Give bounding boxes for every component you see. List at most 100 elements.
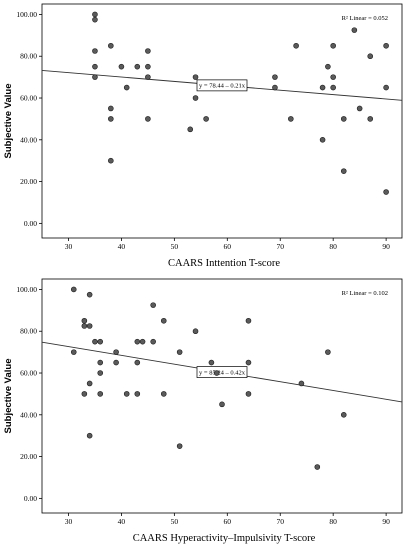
data-point xyxy=(145,48,151,54)
data-point xyxy=(108,116,114,122)
data-point xyxy=(298,380,305,387)
data-point xyxy=(134,338,141,345)
y-tick-label: 0.00 xyxy=(24,219,37,228)
data-point xyxy=(92,16,98,23)
data-point xyxy=(340,412,347,418)
y-tick-label: 40.00 xyxy=(20,410,37,419)
x-tick-label: 90 xyxy=(382,517,390,526)
data-point xyxy=(86,323,93,329)
data-point xyxy=(330,84,336,91)
data-point xyxy=(213,370,220,376)
data-point xyxy=(367,116,374,122)
data-point xyxy=(123,391,130,397)
data-point xyxy=(97,359,104,366)
data-point xyxy=(108,157,114,164)
data-point xyxy=(150,302,156,308)
data-point xyxy=(383,42,389,49)
data-point xyxy=(192,95,199,101)
x-tick-label: 50 xyxy=(171,242,179,251)
x-tick-label: 40 xyxy=(118,242,126,251)
data-point xyxy=(187,126,194,133)
fit-equation-box xyxy=(196,79,248,92)
data-point xyxy=(139,338,146,345)
data-point xyxy=(192,328,199,335)
data-point xyxy=(330,74,336,80)
y-tick-label: 40.00 xyxy=(20,135,37,144)
x-tick-label: 70 xyxy=(276,242,284,251)
x-tick-label: 50 xyxy=(171,517,179,526)
data-point xyxy=(92,74,98,80)
data-point xyxy=(92,48,98,54)
data-point xyxy=(134,359,141,366)
data-point xyxy=(81,317,88,324)
data-point xyxy=(70,349,77,355)
data-point xyxy=(92,11,98,18)
scatter-chart-hyperactivity: 0.00 20.00 40.00 60.00 80.00 100.00 30 40 50 60 70… xyxy=(3,278,403,544)
data-point xyxy=(245,391,252,397)
y-tick-label: 20.00 xyxy=(20,177,37,186)
data-point xyxy=(367,53,374,60)
x-tick-label: 70 xyxy=(276,517,284,526)
plot-frame xyxy=(41,278,403,514)
data-point xyxy=(203,116,209,122)
x-tick-label: 60 xyxy=(224,517,232,526)
data-point xyxy=(81,391,88,397)
scatter-panel-hyperactivity: 0.00 20.00 40.00 60.00 80.00 100.00 30 40 50 60 70… xyxy=(0,275,407,550)
y-axis-title: Subjective Value xyxy=(3,84,14,159)
x-tick-label: 30 xyxy=(65,517,73,526)
data-point xyxy=(272,84,278,91)
data-point xyxy=(86,432,93,439)
data-point xyxy=(113,359,119,366)
x-axis-title: CAARS Inttention T-score xyxy=(168,258,280,269)
fit-equation-label: y = 85.24 – 0.42x xyxy=(199,369,246,376)
data-point xyxy=(219,401,225,408)
y-tick-label: 60.00 xyxy=(20,94,37,103)
fit-equation-box xyxy=(196,366,248,378)
data-point xyxy=(92,338,98,345)
data-point xyxy=(272,74,278,80)
data-point xyxy=(113,349,119,355)
data-point xyxy=(383,189,389,195)
y-tick-label: 80.00 xyxy=(20,52,37,61)
data-point xyxy=(340,168,347,174)
data-point xyxy=(330,42,336,49)
data-point xyxy=(356,105,363,112)
data-point xyxy=(97,338,104,345)
y-tick-label: 100.00 xyxy=(16,285,37,294)
data-point xyxy=(351,27,358,33)
data-point xyxy=(288,116,294,122)
scatter-chart-intention: 0.00 20.00 40.00 60.00 80.00 100.00 30 40 50 60 70… xyxy=(3,3,403,269)
data-point xyxy=(208,359,215,366)
data-point xyxy=(340,116,347,122)
data-point xyxy=(81,323,88,329)
data-point xyxy=(383,84,389,91)
x-tick-label: 80 xyxy=(329,517,337,526)
fit-equation-label: y = 78.44 – 0.21x xyxy=(199,83,246,90)
data-point xyxy=(97,370,104,376)
y-tick-label: 100.00 xyxy=(16,10,37,19)
data-point xyxy=(70,286,77,293)
data-point xyxy=(314,464,321,470)
data-point xyxy=(86,380,93,387)
data-point xyxy=(150,338,156,345)
data-point xyxy=(118,63,125,70)
y-tick-label: 20.00 xyxy=(20,452,37,461)
data-point xyxy=(97,391,104,397)
data-point xyxy=(245,359,252,366)
x-tick-label: 60 xyxy=(224,242,232,251)
data-point xyxy=(319,84,326,91)
data-point xyxy=(325,349,331,355)
data-point xyxy=(108,42,114,49)
data-point xyxy=(176,443,183,449)
r2-label: R² Linear = 0.102 xyxy=(342,290,388,297)
data-point xyxy=(176,349,183,355)
x-tick-label: 80 xyxy=(329,242,337,251)
x-tick-label: 40 xyxy=(118,517,126,526)
data-point xyxy=(86,291,93,298)
data-point xyxy=(160,391,167,397)
data-point xyxy=(160,317,167,324)
y-tick-label: 80.00 xyxy=(20,327,37,336)
y-tick-label: 60.00 xyxy=(20,369,37,378)
r2-label: R² Linear = 0.052 xyxy=(342,15,388,22)
y-axis-title: Subjective Value xyxy=(3,359,14,434)
